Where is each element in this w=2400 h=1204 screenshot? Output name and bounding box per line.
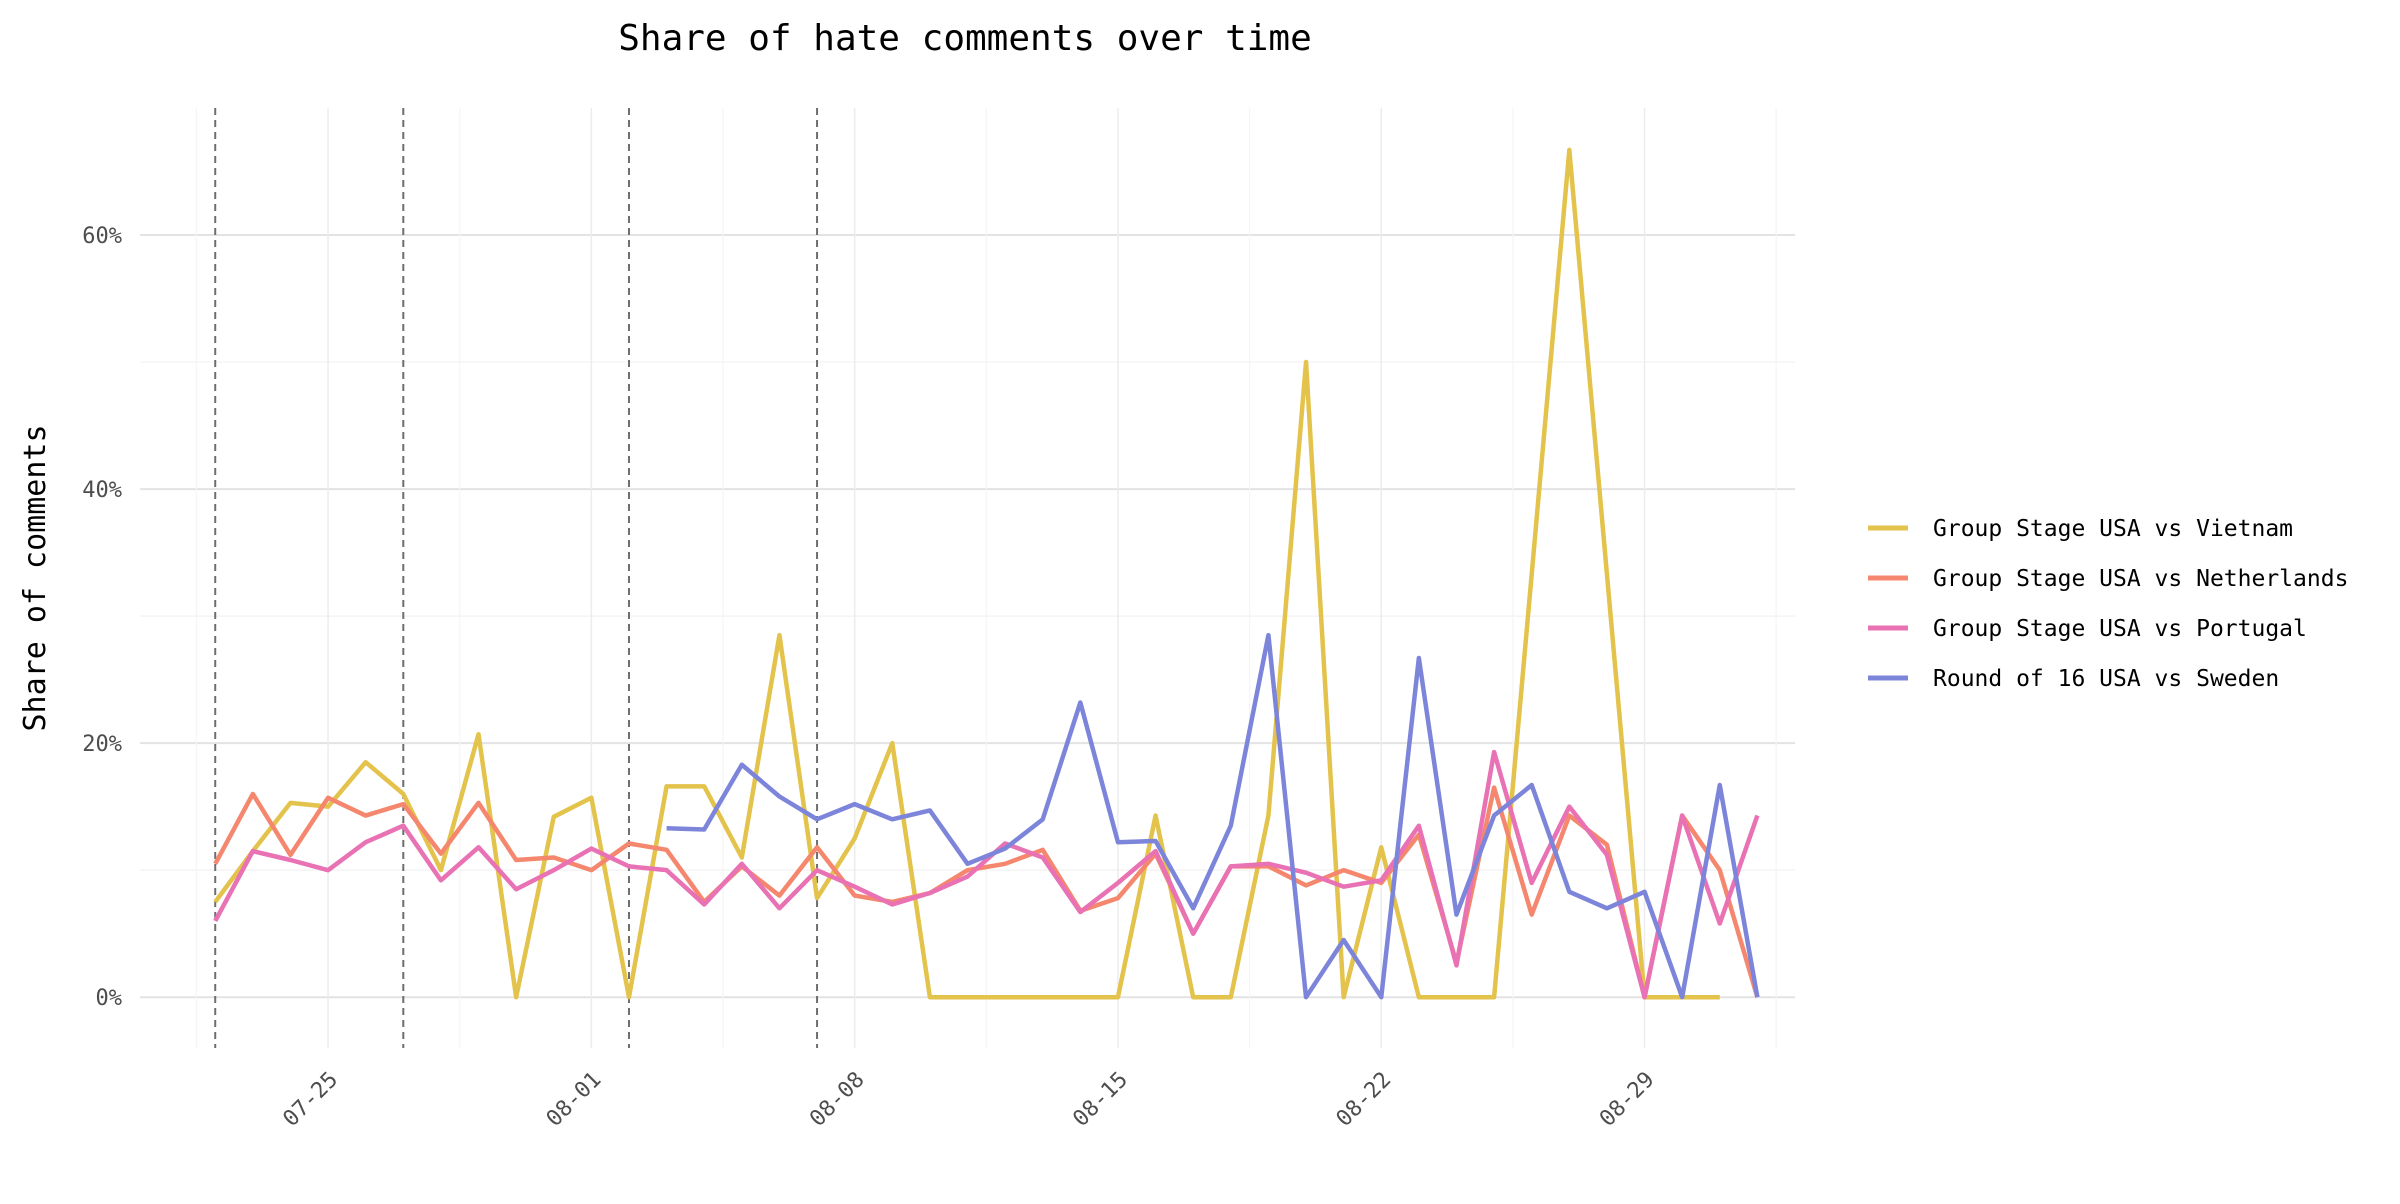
gridlines [140, 108, 1795, 1048]
series-line-4 [666, 632, 1760, 1000]
legend-item: Group Stage USA vs Portugal [1868, 616, 2307, 642]
y-tick-label: 60% [82, 224, 122, 249]
x-tick-label: 08-29 [1595, 1067, 1660, 1132]
legend-label: Group Stage USA vs Vietnam [1933, 516, 2293, 542]
legend-label: Group Stage USA vs Portugal [1933, 616, 2307, 642]
x-tick-label: 08-22 [1332, 1067, 1397, 1132]
x-axis-ticks: 07-25 08-01 08-08 08-15 08-22 08-29 [279, 1067, 1660, 1132]
series-lines [213, 147, 1760, 1000]
y-axis-ticks: 0% 20% 40% 60% [82, 224, 122, 1011]
legend: Group Stage USA vs Vietnam Group Stage US… [1868, 516, 2348, 692]
series-line-3 [213, 749, 1760, 1000]
y-tick-label: 0% [96, 986, 123, 1011]
y-axis-title: Share of comments [18, 424, 53, 731]
x-tick-label: 08-08 [805, 1067, 870, 1132]
series-line-1 [213, 147, 1720, 1000]
legend-item: Group Stage USA vs Vietnam [1868, 516, 2293, 542]
x-tick-label: 08-15 [1068, 1067, 1133, 1132]
x-tick-label: 07-25 [279, 1067, 344, 1132]
x-tick-label: 08-01 [542, 1067, 607, 1132]
legend-item: Round of 16 USA vs Sweden [1868, 666, 2279, 692]
y-tick-label: 40% [82, 478, 122, 503]
legend-item: Group Stage USA vs Netherlands [1868, 566, 2348, 592]
vertical-reference-lines [214, 108, 819, 1048]
chart-title: Share of hate comments over time [618, 18, 1312, 59]
legend-label: Group Stage USA vs Netherlands [1933, 566, 2348, 592]
y-tick-label: 20% [82, 732, 122, 757]
legend-label: Round of 16 USA vs Sweden [1933, 666, 2279, 692]
